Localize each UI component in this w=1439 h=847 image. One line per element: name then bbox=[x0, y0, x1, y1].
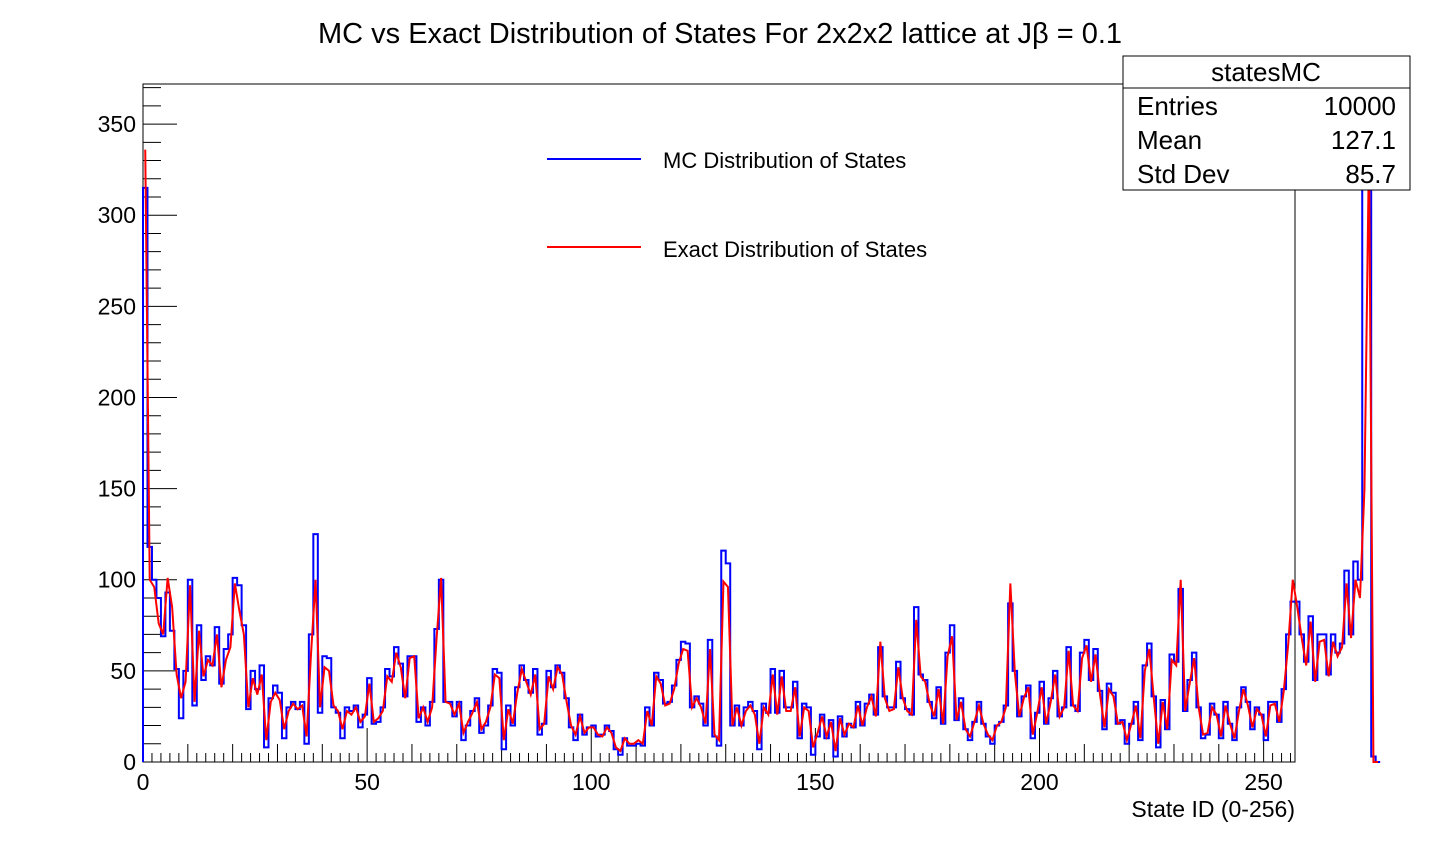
chart-title: MC vs Exact Distribution of States For 2… bbox=[318, 18, 1122, 50]
stats-value-mean: 127.1 bbox=[1331, 125, 1396, 155]
plot-area bbox=[142, 104, 1381, 763]
stats-label-mean: Mean bbox=[1137, 125, 1202, 155]
y-tick-label: 300 bbox=[98, 202, 136, 228]
x-tick-label: 0 bbox=[137, 769, 150, 795]
series-exact-line bbox=[144, 149, 1378, 763]
x-tick-label: 200 bbox=[1020, 769, 1058, 795]
y-tick-label: 50 bbox=[110, 658, 136, 684]
x-axis-label: State ID (0-256) bbox=[1131, 796, 1295, 822]
legend: MC Distribution of States Exact Distribu… bbox=[547, 148, 927, 262]
y-tick-label: 100 bbox=[98, 567, 136, 593]
stats-value-stddev: 85.7 bbox=[1345, 159, 1396, 189]
x-tick-label: 100 bbox=[572, 769, 610, 795]
y-tick-label: 350 bbox=[98, 111, 136, 137]
x-tick-label: 50 bbox=[354, 769, 380, 795]
stats-value-entries: 10000 bbox=[1324, 91, 1396, 121]
axis-ticks bbox=[142, 87, 1292, 763]
y-tick-label: 150 bbox=[98, 476, 136, 502]
stats-box: statesMC Entries 10000 Mean 127.1 Std De… bbox=[1122, 55, 1411, 191]
legend-label-exact: Exact Distribution of States bbox=[663, 237, 927, 262]
y-tick-label: 250 bbox=[98, 293, 136, 319]
stats-label-stddev: Std Dev bbox=[1137, 159, 1230, 189]
x-tick-label: 250 bbox=[1244, 769, 1282, 795]
y-tick-label: 200 bbox=[98, 384, 136, 410]
y-tick-label: 0 bbox=[123, 749, 136, 775]
legend-label-mc: MC Distribution of States bbox=[663, 148, 906, 173]
stats-label-entries: Entries bbox=[1137, 91, 1218, 121]
stats-box-frame bbox=[1122, 55, 1411, 191]
plot-frame bbox=[142, 83, 1296, 763]
stats-box-title: statesMC bbox=[1211, 57, 1321, 87]
x-tick-label: 150 bbox=[796, 769, 834, 795]
axis-tick-labels: 0 50 100 150 200 250 0 50 100 150 200 250 300 350 bbox=[98, 111, 1283, 795]
